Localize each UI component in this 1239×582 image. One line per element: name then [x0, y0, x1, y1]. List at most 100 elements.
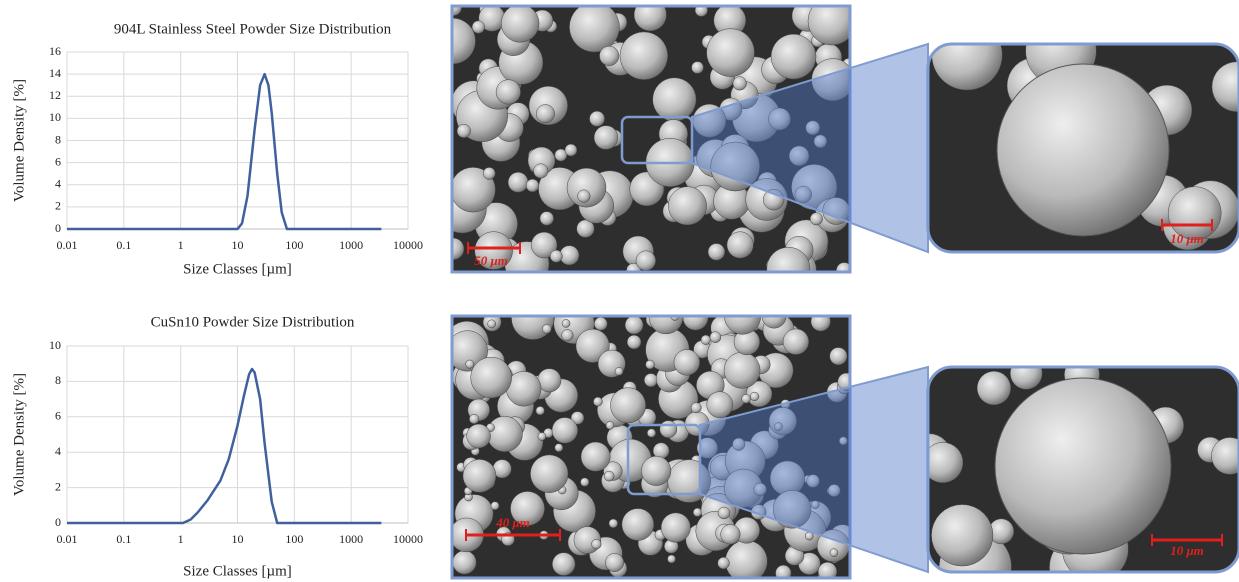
- particle: [488, 320, 496, 328]
- particle: [646, 360, 655, 369]
- x-tick-label: 100: [285, 238, 303, 252]
- particle: [707, 392, 733, 418]
- y-axis-title: Volume Density [%]: [11, 373, 27, 496]
- particle: [594, 317, 607, 330]
- y-tick-label: 14: [49, 66, 61, 80]
- particle: [552, 553, 575, 576]
- particle: [830, 549, 838, 557]
- particle: [552, 418, 578, 444]
- y-tick-label: 10: [49, 338, 61, 352]
- x-tick-label: 1: [178, 238, 184, 252]
- x-tick-label: 1: [178, 532, 184, 546]
- particle: [641, 456, 670, 485]
- particle: [683, 305, 708, 330]
- y-tick-label: 16: [49, 44, 61, 58]
- particle: [733, 77, 747, 91]
- particle: [469, 414, 479, 424]
- particle: [721, 525, 741, 545]
- particle: [605, 553, 623, 571]
- y-tick-label: 6: [55, 154, 61, 168]
- particle: [453, 551, 476, 574]
- x-tick-label: 10000: [393, 238, 423, 252]
- y-tick-label: 2: [55, 479, 61, 493]
- particle: [550, 250, 562, 262]
- particle: [562, 329, 574, 341]
- particle: [692, 62, 704, 74]
- x-tick-label: 10: [232, 532, 244, 546]
- particle: [667, 555, 675, 563]
- y-tick-label: 10: [49, 110, 61, 124]
- particle: [604, 471, 614, 481]
- data-line: [67, 74, 381, 229]
- particle: [592, 539, 602, 549]
- x-tick-label: 1000: [339, 238, 363, 252]
- particle: [463, 459, 496, 492]
- x-tick-label: 10: [232, 238, 244, 252]
- particle: [589, 111, 604, 126]
- particle: [932, 20, 1002, 90]
- particle: [718, 557, 730, 569]
- x-tick-label: 0.01: [57, 238, 78, 252]
- particle: [483, 167, 495, 179]
- particle: [526, 179, 539, 192]
- particle: [708, 244, 725, 261]
- particle: [491, 502, 499, 510]
- x-tick-label: 0.1: [116, 532, 131, 546]
- x-tick-label: 0.1: [116, 238, 131, 252]
- particle: [555, 444, 563, 452]
- y-tick-label: 2: [55, 199, 61, 213]
- particle: [660, 421, 677, 438]
- particle: [581, 442, 610, 471]
- y-tick-label: 0: [55, 221, 61, 235]
- particle: [661, 513, 690, 542]
- x-tick-label: 100: [285, 532, 303, 546]
- particle: [783, 329, 809, 355]
- y-tick-label: 6: [55, 409, 61, 423]
- particle: [636, 251, 656, 271]
- micrograph-layer: 50 μm10 μm40 μm10 μm: [430, 0, 1239, 582]
- particle: [610, 388, 645, 423]
- particle: [674, 350, 700, 376]
- x-tick-label: 10000: [393, 532, 423, 546]
- particle: [1010, 357, 1042, 389]
- particle: [767, 247, 810, 290]
- x-axis-title: Size Classes [µm]: [183, 563, 292, 579]
- particle: [625, 316, 643, 334]
- particle: [536, 105, 554, 123]
- particle: [562, 319, 570, 327]
- particle: [534, 164, 549, 179]
- particle: [771, 34, 816, 79]
- particle: [536, 406, 545, 415]
- particle: [594, 126, 618, 150]
- particle: [693, 508, 701, 516]
- particle: [457, 124, 471, 138]
- particle: [725, 540, 767, 582]
- chart-title: CuSn10 Powder Size Distribution: [151, 314, 355, 330]
- chart-title: 904L Stainless Steel Powder Size Distrib…: [114, 21, 392, 37]
- particle: [496, 80, 521, 105]
- particle: [727, 232, 753, 258]
- x-tick-label: 1000: [339, 532, 363, 546]
- particle: [830, 348, 847, 365]
- particle: [538, 432, 546, 440]
- particle: [622, 508, 654, 540]
- particle: [997, 64, 1169, 236]
- particle: [487, 416, 523, 452]
- particle: [627, 335, 641, 349]
- particle: [644, 373, 657, 386]
- particle: [724, 352, 760, 388]
- particle: [653, 78, 696, 121]
- particle: [560, 246, 579, 265]
- particle: [620, 32, 668, 80]
- particle: [668, 187, 706, 225]
- particle: [593, 397, 602, 406]
- particle: [810, 213, 822, 225]
- particle: [466, 360, 474, 368]
- scale-bar-label: 10 μm: [1170, 231, 1204, 246]
- particle: [599, 46, 619, 66]
- scale-bar-label: 10 μm: [1170, 543, 1204, 558]
- y-tick-label: 4: [55, 177, 61, 191]
- y-tick-label: 8: [55, 373, 61, 387]
- scale-bar-label: 50 μm: [474, 253, 508, 268]
- particle: [995, 378, 1171, 554]
